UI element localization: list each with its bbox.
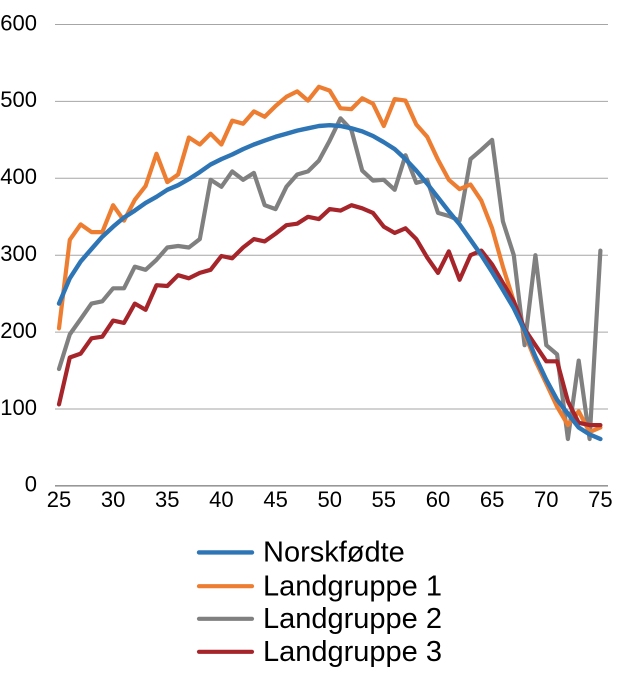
svg-text:70: 70 <box>534 487 558 512</box>
svg-text:45: 45 <box>263 487 287 512</box>
svg-text:30: 30 <box>101 487 125 512</box>
svg-text:600: 600 <box>0 10 37 35</box>
svg-text:55: 55 <box>372 487 396 512</box>
svg-text:400: 400 <box>0 164 37 189</box>
svg-text:75: 75 <box>588 487 612 512</box>
svg-text:50: 50 <box>317 487 341 512</box>
svg-text:Norskfødte: Norskfødte <box>263 537 405 569</box>
svg-text:200: 200 <box>0 318 37 343</box>
svg-text:65: 65 <box>480 487 504 512</box>
svg-text:Landgruppe 1: Landgruppe 1 <box>263 570 442 602</box>
svg-text:300: 300 <box>0 241 37 266</box>
svg-text:60: 60 <box>426 487 450 512</box>
svg-text:35: 35 <box>155 487 179 512</box>
svg-text:Landgruppe 2: Landgruppe 2 <box>263 603 442 635</box>
svg-text:100: 100 <box>0 395 37 420</box>
svg-text:25: 25 <box>47 487 71 512</box>
svg-text:0: 0 <box>25 472 37 497</box>
svg-text:Landgruppe 3: Landgruppe 3 <box>263 636 442 668</box>
svg-text:40: 40 <box>209 487 233 512</box>
svg-text:500: 500 <box>0 87 37 112</box>
